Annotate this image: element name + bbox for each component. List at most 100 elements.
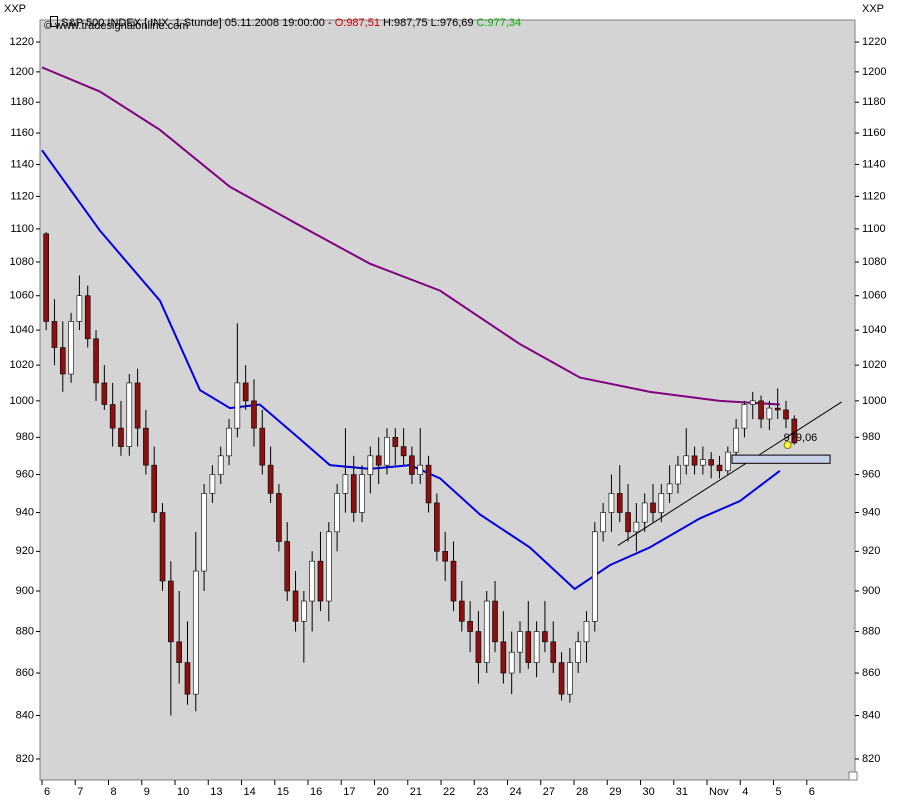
y-tick-label: 820: [862, 753, 880, 765]
header: S&P 500 INDEX [.INX 1 Stunde] 05.11.2008…: [44, 4, 524, 29]
x-tick-label: 21: [410, 786, 422, 798]
candle-body: [325, 531, 332, 602]
y-tick-label: 1060: [10, 290, 34, 302]
x-tick-label: 10: [177, 786, 189, 798]
candle-body: [683, 455, 690, 466]
candle-body: [783, 409, 789, 420]
candle-body: [475, 631, 482, 663]
candle-body: [350, 474, 357, 513]
candle-body: [600, 512, 606, 533]
x-tick-label: 5: [776, 786, 782, 798]
candle-body: [143, 427, 149, 466]
candle-body: [691, 455, 698, 466]
candle-body: [301, 600, 307, 622]
y-tick-label: 920: [16, 545, 34, 557]
y-tick-label: 1000: [10, 395, 34, 407]
title: S&P 500 INDEX [.INX 1 Stunde]: [61, 17, 222, 29]
candle-body: [276, 493, 282, 542]
x-tick-label: 14: [244, 786, 256, 798]
y-tick-label: 1000: [862, 395, 886, 407]
y-tick-label: 1180: [862, 96, 886, 108]
candle-body: [84, 295, 91, 340]
candle-body: [641, 502, 648, 523]
y-tick-label: 1200: [862, 66, 886, 78]
candle-body: [700, 459, 706, 466]
candle-body: [184, 662, 191, 695]
y-tick-label: 980: [16, 431, 34, 443]
x-tick-label: 29: [609, 786, 621, 798]
source: © www.tradesignalonline.com: [44, 20, 189, 32]
x-tick-label: Nov: [709, 786, 729, 798]
y-tick-label: 860: [16, 667, 34, 679]
y-tick-label: 1220: [862, 36, 886, 48]
ohlc-value: H:987,75 L:976,69: [382, 17, 474, 29]
candle-body: [558, 662, 565, 695]
y-tick-label: 1040: [862, 324, 886, 336]
candle-body: [492, 600, 498, 643]
candle-body: [409, 455, 415, 475]
candle-body: [675, 464, 681, 485]
x-tick-label: 31: [676, 786, 688, 798]
candle-body: [483, 600, 490, 663]
plot-area: [39, 19, 856, 781]
ohlc-value: C:977,34: [476, 17, 522, 29]
y-tick-label: 940: [16, 506, 34, 518]
x-tick-label: 24: [510, 786, 522, 798]
candle-body: [309, 560, 315, 602]
x-tick-label: 23: [476, 786, 488, 798]
candle-body: [334, 493, 340, 533]
candle-body: [542, 631, 548, 643]
candle-body: [192, 570, 199, 695]
candle-body: [417, 464, 424, 475]
annotation-label: 979,06: [784, 432, 818, 444]
candle-body: [425, 464, 432, 504]
candle-body: [176, 641, 182, 663]
candle-body: [267, 464, 274, 494]
candle-body: [400, 446, 407, 457]
y-tick-label: 960: [16, 468, 34, 480]
x-tick-label: 6: [809, 786, 815, 798]
candle-body: [251, 400, 257, 429]
candle-body: [292, 590, 299, 622]
x-tick-label: 22: [443, 786, 455, 798]
candle-body: [758, 400, 764, 420]
x-tick-label: 9: [144, 786, 150, 798]
x-tick-label: 16: [310, 786, 322, 798]
y-tick-label: 900: [862, 585, 880, 597]
y-tick-label: 960: [862, 468, 880, 480]
x-tick-label: 17: [343, 786, 355, 798]
candle-body: [458, 600, 465, 622]
candle-body: [51, 321, 58, 348]
candle-body: [342, 474, 349, 494]
x-tick-label: 27: [543, 786, 555, 798]
y-tick-label: 1080: [862, 256, 886, 268]
candle-body: [93, 338, 99, 384]
x-tick-label: 8: [110, 786, 116, 798]
candle-body: [59, 347, 66, 375]
candle-body: [766, 407, 773, 420]
candle-body: [741, 404, 748, 429]
candle-body: [575, 641, 581, 663]
candle-body: [666, 483, 673, 494]
candle-body: [434, 502, 440, 552]
x-tick-label: 28: [576, 786, 588, 798]
candle-icon: [50, 16, 59, 27]
candle-body: [716, 464, 723, 472]
annotation-dot: [783, 441, 792, 450]
candle-body: [450, 560, 457, 602]
y-tick-label: 900: [16, 585, 34, 597]
candle-body: [317, 560, 324, 602]
candle-body: [284, 541, 291, 592]
candle-body: [118, 427, 124, 447]
x-tick-label: 6: [44, 786, 50, 798]
corner-icon: [848, 771, 858, 781]
candle-body: [109, 404, 116, 429]
y-tick-label: 860: [862, 667, 880, 679]
y-tick-label: 1200: [10, 66, 34, 78]
y-tick-label: 920: [862, 545, 880, 557]
y-tick-label: 1100: [862, 223, 886, 235]
y-tick-label: 1140: [862, 158, 886, 170]
y-tick-label: 1080: [10, 256, 34, 268]
